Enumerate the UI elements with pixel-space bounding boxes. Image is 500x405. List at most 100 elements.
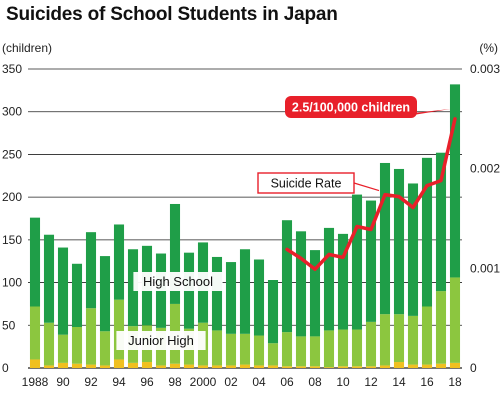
bar-elementary (57, 362, 69, 368)
x-tick-label: 2000 (190, 375, 217, 389)
bar-junior-high (57, 334, 69, 363)
bar-junior-high (449, 277, 461, 363)
x-tick-label: 96 (140, 375, 154, 389)
bar-junior-high (421, 306, 433, 365)
bar-high-school (393, 168, 405, 315)
bar-high-school (281, 220, 293, 333)
bar-elementary (435, 363, 447, 368)
bar-junior-high (43, 322, 55, 366)
bar-high-school (225, 262, 237, 334)
suicide-rate-line-path (285, 117, 457, 272)
x-tick-label: 16 (420, 375, 434, 389)
y2-tick-label: 0.003 (470, 62, 500, 76)
x-tick-label: 02 (224, 375, 238, 389)
chart-title: Suicides of School Students in Japan (6, 4, 338, 25)
bar-elementary (253, 365, 265, 368)
bar-high-school (71, 263, 83, 327)
bars (29, 84, 461, 368)
bar-high-school (309, 250, 321, 337)
y-tick-label: 0 (2, 361, 9, 375)
bar-elementary (407, 364, 419, 368)
y2-tick-label: 0.001 (470, 261, 500, 275)
bar-high-school (351, 194, 363, 330)
bar-elementary (127, 362, 139, 368)
bar-elementary (393, 362, 405, 368)
x-tick-label: 90 (56, 375, 70, 389)
bar-high-school (127, 249, 139, 327)
y2-tick-label: 0 (470, 361, 477, 375)
x-tick-label: 94 (112, 375, 126, 389)
bar-elementary (211, 365, 223, 368)
bar-elementary (29, 359, 41, 368)
bar-junior-high (99, 331, 111, 366)
bar-junior-high (253, 335, 265, 366)
x-tick-label: 06 (280, 375, 294, 389)
bar-high-school (169, 203, 181, 304)
bar-high-school (435, 152, 447, 292)
suicide-rate-line (285, 117, 457, 272)
bar-elementary (309, 366, 321, 368)
x-tick-label: 18 (448, 375, 462, 389)
bar-elementary (197, 365, 209, 368)
bar-elementary (141, 362, 153, 368)
bar-junior-high (281, 332, 293, 367)
bar-elementary (379, 365, 391, 368)
bar-high-school (239, 249, 251, 334)
bar-high-school (113, 224, 125, 300)
bar-junior-high (365, 321, 377, 367)
bar-high-school (29, 217, 41, 307)
bar-elementary (323, 367, 335, 368)
y-tick-label: 250 (2, 147, 22, 161)
bar-junior-high (211, 330, 223, 366)
bar-elementary (365, 366, 377, 368)
bar-high-school (211, 256, 223, 331)
y2-tick-label: 0.002 (470, 162, 500, 176)
bar-elementary (43, 365, 55, 368)
bar-junior-high (323, 330, 335, 368)
bar-elementary (169, 363, 181, 368)
y-tick-label: 200 (2, 190, 22, 204)
axes: (children) (%) 0 50 100 150 200 250 300 350 0 0.001… (2, 41, 500, 389)
label-high-school: High School (143, 274, 213, 289)
bar-junior-high (29, 306, 41, 360)
x-tick-label: 08 (308, 375, 322, 389)
y-tick-label: 300 (2, 105, 22, 119)
x-tick-label: 12 (364, 375, 378, 389)
bar-elementary (239, 364, 251, 368)
bar-junior-high (239, 333, 251, 365)
y-tick-label: 100 (2, 276, 22, 290)
y-tick-label: 50 (2, 318, 16, 332)
x-tick-label: 14 (392, 375, 406, 389)
bar-elementary (281, 366, 293, 368)
label-junior-high-box (116, 331, 206, 350)
bar-elementary (113, 359, 125, 368)
bar-junior-high (113, 299, 125, 360)
bar-high-school (43, 234, 55, 323)
bar-elementary (351, 366, 363, 368)
bar-junior-high (351, 329, 363, 367)
bar-elementary (155, 365, 167, 368)
bar-high-school (379, 162, 391, 315)
y-axis-unit-right: (%) (479, 41, 498, 55)
bar-junior-high (309, 336, 321, 367)
x-tick-label: 92 (84, 375, 98, 389)
bar-elementary (421, 364, 433, 368)
callout-box (285, 96, 417, 118)
bar-junior-high (435, 291, 447, 364)
bar-junior-high (407, 315, 419, 365)
bar-elementary (225, 365, 237, 368)
bar-high-school (99, 256, 111, 332)
bar-junior-high (71, 326, 83, 364)
bar-elementary (71, 363, 83, 368)
bar-junior-high (295, 336, 307, 367)
label-suicide-rate: Suicide Rate (271, 177, 342, 191)
bar-elementary (267, 365, 279, 368)
bar-high-school (421, 157, 433, 307)
bar-elementary (449, 362, 461, 368)
bar-junior-high (85, 308, 97, 365)
label-junior-high: Junior High (128, 333, 194, 348)
bar-elementary (99, 365, 111, 368)
bar-high-school (295, 231, 307, 337)
bar-high-school (85, 232, 97, 309)
